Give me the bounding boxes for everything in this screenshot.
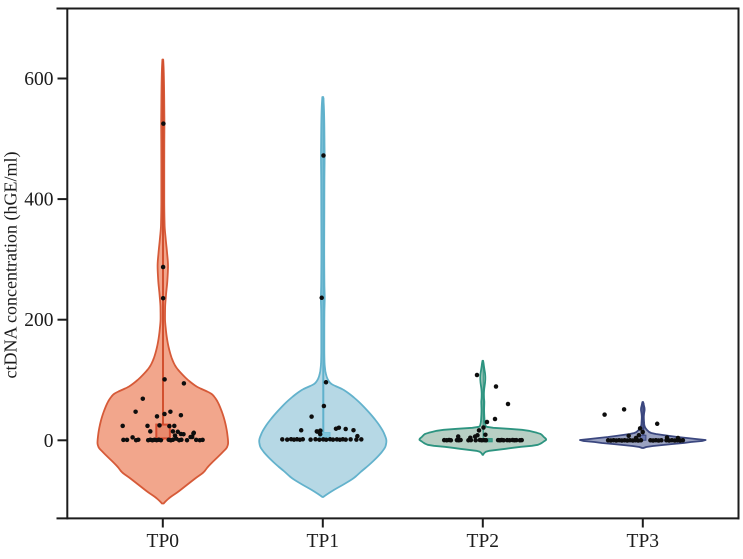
svg-text:200: 200 (24, 310, 53, 331)
svg-text:400: 400 (24, 190, 53, 211)
svg-text:600: 600 (24, 69, 53, 90)
svg-text:ctDNA concentration (hGE/ml): ctDNA concentration (hGE/ml) (1, 152, 22, 379)
svg-text:0: 0 (44, 431, 54, 452)
svg-text:TP2: TP2 (467, 531, 500, 552)
svg-text:TP1: TP1 (307, 531, 340, 552)
svg-text:TP0: TP0 (147, 531, 180, 552)
svg-text:TP3: TP3 (627, 531, 660, 552)
